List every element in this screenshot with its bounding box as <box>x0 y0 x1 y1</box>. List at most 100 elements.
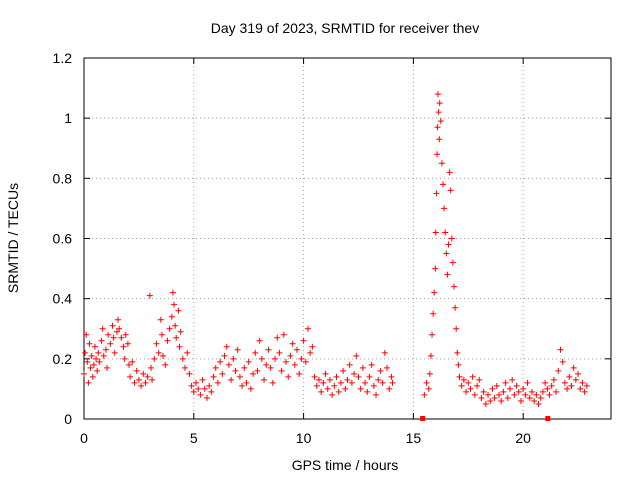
data-point <box>169 289 176 296</box>
data-point <box>164 337 171 344</box>
y-tick-label: 0.2 <box>53 351 73 367</box>
data-point <box>337 379 344 386</box>
data-point <box>427 352 434 359</box>
data-point <box>149 376 156 383</box>
data-point <box>160 352 167 359</box>
data-point <box>566 373 573 380</box>
data-point <box>201 385 208 392</box>
data-point <box>111 349 118 356</box>
data-point <box>133 367 140 374</box>
data-point <box>517 397 524 404</box>
data-point <box>157 316 164 323</box>
data-point <box>190 388 197 395</box>
data-point <box>199 376 206 383</box>
y-tick-label: 0.4 <box>53 291 73 307</box>
data-point <box>533 391 540 398</box>
y-tick-label: 1.2 <box>53 50 73 66</box>
data-point <box>121 355 128 362</box>
data-point <box>359 364 366 371</box>
data-point <box>515 388 522 395</box>
data-point <box>539 388 546 395</box>
data-point <box>373 391 380 398</box>
data-point <box>184 349 191 356</box>
data-point <box>524 379 531 386</box>
data-point <box>496 391 503 398</box>
data-point <box>355 373 362 380</box>
data-point <box>115 316 122 323</box>
data-point <box>546 391 553 398</box>
gap-markers <box>420 416 551 421</box>
data-point <box>147 364 154 371</box>
data-point <box>575 370 582 377</box>
data-point <box>386 385 393 392</box>
data-point <box>274 334 281 341</box>
data-point <box>329 391 336 398</box>
data-point <box>269 379 276 386</box>
data-point <box>210 373 217 380</box>
data-point <box>93 355 100 362</box>
data-point <box>465 379 472 386</box>
data-point <box>377 367 384 374</box>
data-point <box>351 370 358 377</box>
data-point <box>550 376 557 383</box>
data-point <box>353 352 360 359</box>
data-point <box>221 352 228 359</box>
data-point <box>441 205 448 212</box>
data-point <box>434 91 441 98</box>
data-point <box>434 151 441 158</box>
data-point <box>431 289 438 296</box>
data-point <box>544 385 551 392</box>
data-point <box>432 265 439 272</box>
data-point <box>379 379 386 386</box>
data-point <box>388 373 395 380</box>
data-point <box>171 301 178 308</box>
data-point <box>256 337 263 344</box>
data-point <box>261 376 268 383</box>
data-point <box>267 364 274 371</box>
data-point <box>307 349 314 356</box>
data-point <box>124 340 131 347</box>
data-point <box>195 385 202 392</box>
data-point <box>162 361 169 368</box>
data-point <box>449 259 456 266</box>
data-point <box>502 379 509 386</box>
data-point <box>129 358 136 365</box>
data-point <box>254 367 261 374</box>
data-point <box>454 349 461 356</box>
data-point <box>153 340 160 347</box>
data-point <box>142 379 149 386</box>
data-point <box>346 361 353 368</box>
data-point <box>522 391 529 398</box>
data-point <box>225 361 232 368</box>
data-point <box>489 385 496 392</box>
data-point <box>313 382 320 389</box>
data-point <box>456 373 463 380</box>
data-point <box>362 379 369 386</box>
data-point <box>375 376 382 383</box>
data-point <box>579 379 586 386</box>
data-point <box>322 370 329 377</box>
data-point <box>173 334 180 341</box>
data-point <box>357 385 364 392</box>
data-point <box>116 325 123 332</box>
data-point <box>120 343 127 350</box>
data-point <box>228 376 235 383</box>
data-point <box>570 364 577 371</box>
axis-ticks: 0 5 10 15 20 0 0.2 0.4 0.6 0.8 1 1.2 <box>53 50 611 446</box>
data-point <box>364 388 371 395</box>
data-point <box>557 346 564 353</box>
data-point <box>192 379 199 386</box>
data-point <box>568 382 575 389</box>
x-tick-label: 20 <box>515 430 531 446</box>
data-point <box>289 340 296 347</box>
data-point <box>436 136 443 143</box>
data-point <box>155 349 162 356</box>
data-point <box>102 346 109 353</box>
data-point <box>421 391 428 398</box>
data-point <box>243 379 250 386</box>
data-point <box>83 331 90 338</box>
data-point <box>463 388 470 395</box>
y-tick-label: 1 <box>64 110 72 126</box>
data-point <box>304 325 311 332</box>
data-point <box>85 379 92 386</box>
